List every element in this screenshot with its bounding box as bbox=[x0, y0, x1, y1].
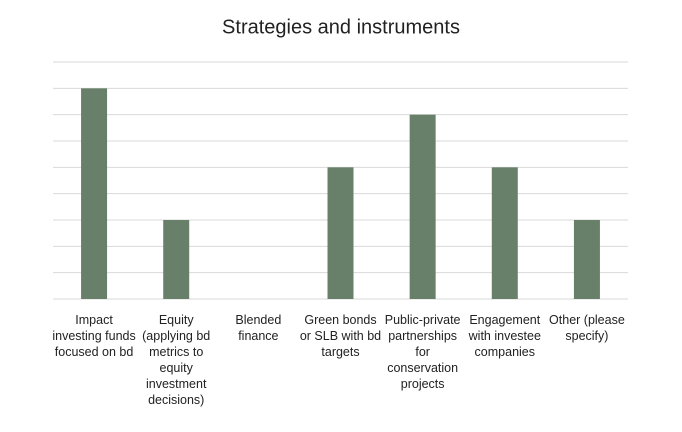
bar bbox=[81, 88, 108, 299]
x-tick-label: Impact investing funds focused on bd bbox=[52, 313, 136, 359]
bar bbox=[327, 167, 354, 299]
x-tick-label: Engagement with investee companies bbox=[468, 313, 541, 359]
x-tick-label: Blended finance bbox=[235, 313, 282, 343]
x-tick-label: Other (please specify) bbox=[549, 313, 625, 343]
x-tick-label: Green bonds or SLB with bd targets bbox=[299, 313, 382, 359]
x-tick-label: Equity (applying bd metrics to equity in… bbox=[142, 313, 211, 407]
bar bbox=[409, 114, 436, 300]
x-tick-label: Public-private partnerships for conserva… bbox=[384, 313, 461, 391]
bar bbox=[163, 220, 190, 299]
bar bbox=[491, 167, 518, 299]
bar bbox=[573, 220, 600, 299]
chart-title: Strategies and instruments bbox=[222, 16, 460, 38]
